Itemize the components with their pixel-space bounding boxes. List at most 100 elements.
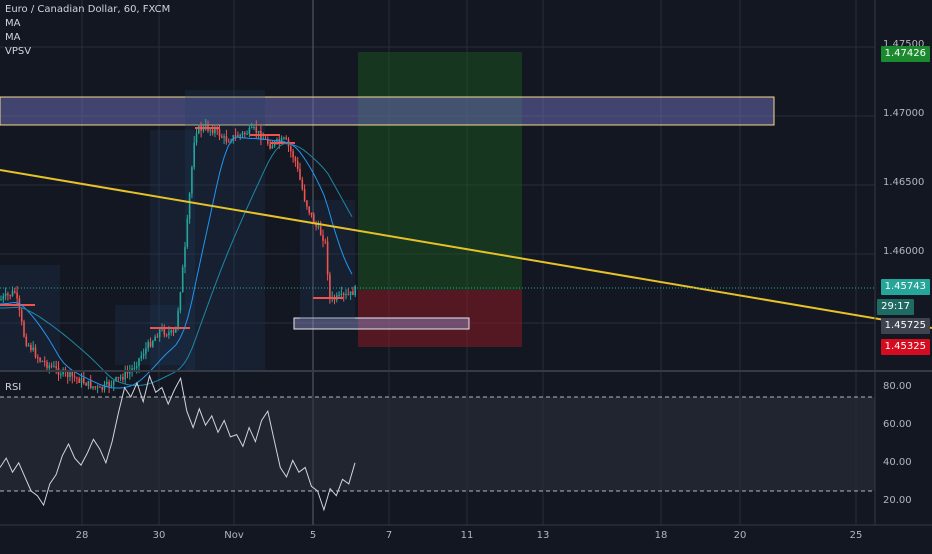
candle-body [170, 330, 172, 333]
candle-body [292, 151, 294, 158]
stop-price-tag: 1.45325 [880, 339, 930, 355]
date-tick: 13 [536, 530, 550, 541]
candle-body [345, 294, 347, 296]
candle-body [186, 218, 189, 248]
candle-body [161, 328, 163, 330]
volume-profile-block [185, 90, 265, 370]
date-tick: 11 [460, 530, 474, 541]
candle-body [239, 134, 241, 137]
candle-body [50, 365, 53, 367]
candle-body [188, 193, 191, 219]
candle-body [172, 330, 175, 333]
date-tick: 28 [75, 530, 89, 541]
volume-profile-block [150, 130, 195, 370]
candle-body [27, 345, 30, 347]
candlesticks [0, 118, 356, 394]
candle-body [43, 361, 46, 363]
rsi-tick: 20.00 [883, 495, 912, 506]
candle-body [124, 371, 126, 380]
price-tick: 1.47000 [883, 108, 925, 119]
candle-body [34, 347, 37, 358]
candle-body [71, 372, 74, 377]
trendline[interactable] [0, 169, 932, 329]
date-tick: Nov [224, 530, 244, 541]
candle-body [255, 127, 258, 133]
indicator-vpsv[interactable]: VPSV [5, 46, 32, 57]
candle-body [133, 367, 136, 369]
candle-body [340, 293, 343, 295]
candle-body [329, 274, 331, 299]
candle-body [225, 136, 228, 142]
volume-profile-block [0, 265, 60, 370]
candle-body [126, 371, 129, 374]
candle-body [163, 328, 166, 335]
target-price-tag: 1.47426 [880, 46, 930, 62]
rsi-tick: 80.00 [883, 381, 912, 392]
candle-body [306, 200, 308, 207]
candle-body [179, 292, 182, 311]
moving-average-1 [0, 136, 353, 389]
target-zone[interactable] [358, 52, 522, 290]
candle-body [269, 143, 271, 149]
candle-body [69, 372, 71, 377]
candle-body [204, 125, 207, 127]
candle-body [276, 139, 278, 142]
candle-body [209, 129, 212, 131]
price-tick: 1.46500 [883, 177, 925, 188]
candle-body [211, 129, 214, 134]
candle-body [115, 377, 117, 381]
candle-body [191, 167, 193, 194]
resistance-zone[interactable] [0, 96, 775, 126]
rsi-label[interactable]: RSI [5, 382, 22, 393]
candle-body [271, 145, 274, 149]
candle-body [195, 133, 198, 143]
candle-body [23, 321, 25, 337]
rsi-tick: 60.00 [883, 419, 912, 430]
candle-body [267, 138, 269, 144]
indicator-ma-2[interactable]: MA [5, 32, 21, 43]
candle-body [16, 292, 18, 299]
current-price-tag: 1.45743 [880, 279, 930, 295]
candle-body [218, 129, 221, 137]
date-tick: 7 [385, 530, 393, 541]
support-zone[interactable] [293, 317, 470, 330]
candle-body [216, 128, 218, 130]
candle-body [352, 291, 354, 296]
candle-body [342, 293, 345, 295]
candle-body [41, 361, 44, 363]
candle-body [158, 329, 161, 338]
candle-body [354, 286, 356, 296]
candle-body [349, 291, 352, 295]
candle-body [110, 384, 113, 387]
candle-body [165, 334, 168, 336]
candle-body [80, 377, 83, 383]
candle-body [214, 128, 216, 134]
candle-body [241, 132, 244, 135]
candle-body [25, 336, 28, 346]
candle-body [108, 381, 110, 387]
candle-body [221, 136, 223, 138]
candle-body [96, 386, 99, 388]
candle-body [92, 386, 94, 388]
candle-body [184, 247, 186, 268]
candle-body [140, 355, 143, 359]
candle-body [101, 387, 103, 390]
candle-body [296, 161, 299, 169]
candle-body [73, 376, 76, 378]
candle-body [301, 179, 304, 190]
candle-body [122, 377, 124, 380]
candle-body [89, 380, 92, 388]
bar-countdown: 29:17 [877, 299, 914, 315]
candle-body [9, 295, 11, 297]
candle-body [66, 371, 69, 377]
entry-price-tag: 1.45725 [880, 318, 930, 334]
candle-body [7, 293, 9, 296]
indicator-ma-1[interactable]: MA [5, 18, 21, 29]
candle-body [37, 357, 39, 359]
candle-body [181, 267, 184, 293]
date-tick: 5 [309, 530, 317, 541]
date-tick: 25 [849, 530, 863, 541]
symbol-title[interactable]: Euro / Canadian Dollar, 60, FXCM [5, 4, 171, 15]
